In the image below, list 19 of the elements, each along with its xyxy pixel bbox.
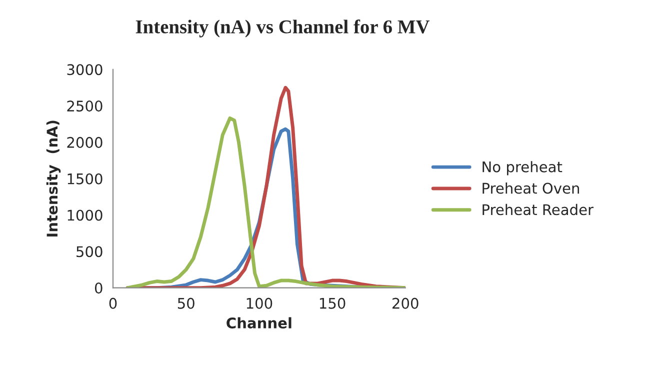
x-tick-label: 100 xyxy=(246,298,272,309)
x-tick-label: 0 xyxy=(109,298,117,309)
legend-label: No preheat xyxy=(482,161,562,176)
legend-label: Preheat Reader xyxy=(482,204,594,216)
x-tick-label: 150 xyxy=(320,298,346,309)
y-tick-label: 3000 xyxy=(67,64,102,76)
y-tick-label: 1500 xyxy=(68,173,102,184)
y-tick-label: 2000 xyxy=(67,136,102,148)
x-tick-label: 50 xyxy=(178,298,194,309)
y-tick-label: 2500 xyxy=(67,100,102,112)
y-axis-title: Intensity (nA) xyxy=(46,120,61,236)
y-tick-label: 0 xyxy=(94,282,102,294)
y-tick-label: 500 xyxy=(76,246,102,258)
x-tick-label: 200 xyxy=(392,298,418,309)
legend-label: Preheat Oven xyxy=(482,182,580,194)
chart-title: Intensity (nA) vs Channel for 6 MV xyxy=(136,20,430,38)
y-tick-label: 1000 xyxy=(68,210,102,221)
x-axis-title: Channel xyxy=(226,317,292,328)
line-series xyxy=(126,116,406,288)
